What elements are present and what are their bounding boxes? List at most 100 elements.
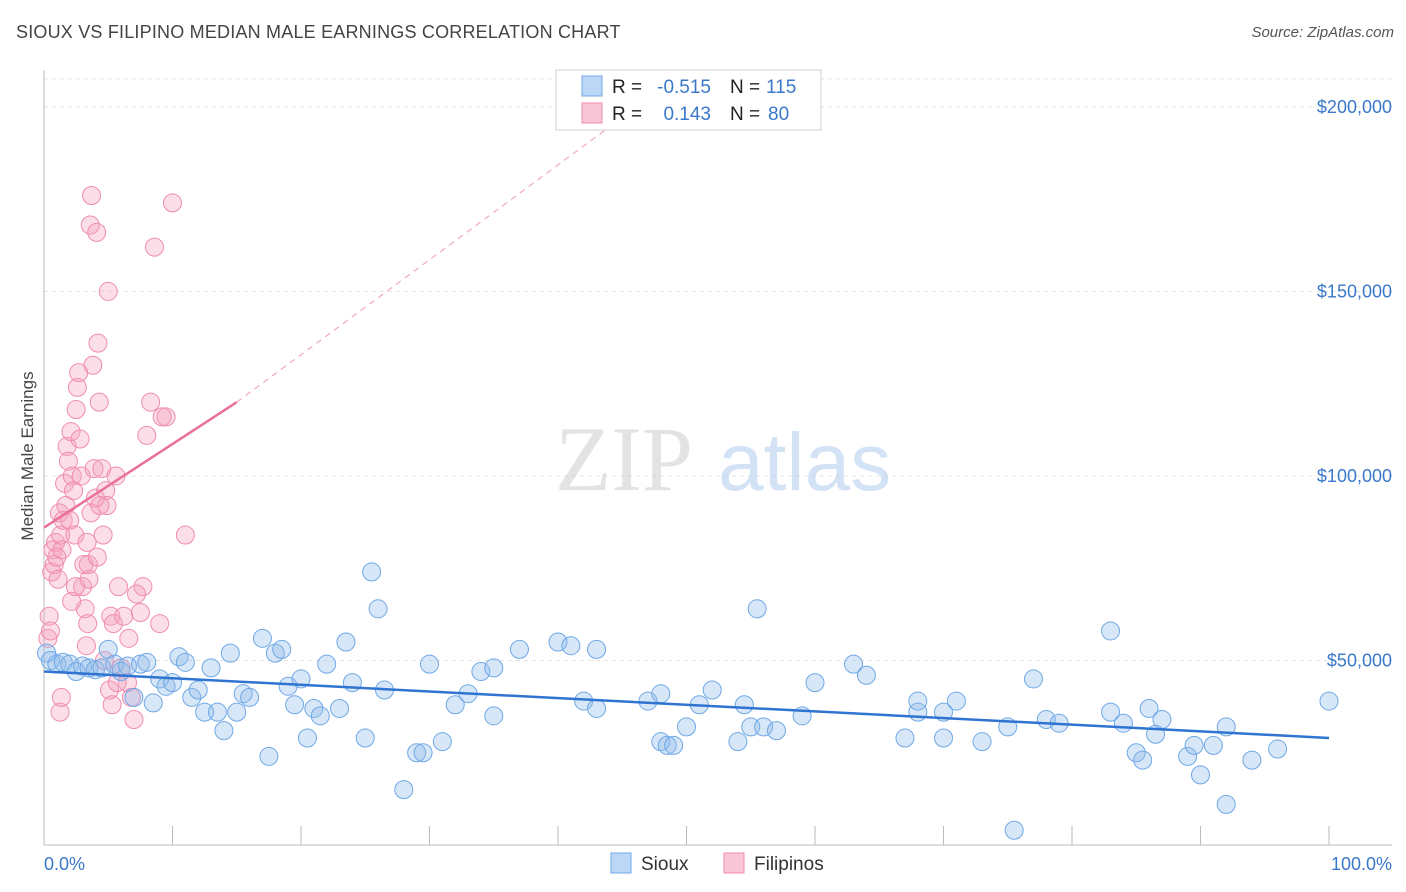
filipinos-point-78	[127, 584, 147, 604]
filipinos-point-42	[93, 525, 113, 545]
filipinos-point-44	[96, 481, 116, 501]
sioux-point-27	[207, 702, 227, 722]
sioux-points	[37, 562, 1339, 840]
sioux-point-20	[163, 673, 182, 693]
filipinos-point-35	[83, 355, 103, 375]
filipinos-point-23	[67, 377, 87, 397]
legend-n-value-filipinos: 80	[768, 104, 789, 125]
trend-lines	[43, 69, 1330, 740]
filipinos-point-52	[114, 606, 134, 626]
y-tick-labels: $50,000 $100,000 $150,000 $200,000	[1317, 97, 1392, 671]
watermark-atlas: atlas	[718, 417, 891, 508]
filipinos-point-64	[175, 525, 195, 545]
filipinos-point-1	[39, 606, 59, 626]
sioux-point-102	[1139, 698, 1159, 718]
sioux-point-108	[1203, 735, 1223, 755]
sioux-point-90	[946, 691, 966, 711]
filipinos-point-30	[76, 636, 96, 656]
sioux-point-110	[1216, 794, 1236, 814]
filipinos-point-74	[100, 680, 120, 700]
sioux-point-82	[805, 673, 825, 693]
sioux-trend-line	[43, 670, 1330, 740]
filipinos-point-21	[65, 525, 85, 545]
legend-r-label-sioux: R =	[612, 77, 642, 98]
sioux-point-85	[895, 728, 915, 748]
sioux-point-6	[73, 656, 93, 676]
filipinos-point-33	[80, 215, 100, 235]
sioux-point-94	[1023, 669, 1043, 689]
filipinos-point-31	[78, 614, 98, 634]
y-tick-label-1: $100,000	[1317, 466, 1392, 486]
sioux-point-62	[548, 632, 568, 652]
sioux-point-77	[747, 599, 767, 619]
sioux-point-44	[330, 698, 350, 718]
filipinos-point-22	[66, 400, 86, 420]
sioux-point-15	[130, 654, 150, 674]
filipinos-point-27	[73, 577, 93, 597]
legend-swatch-sioux	[581, 75, 603, 97]
filipinos-point-66	[51, 687, 71, 707]
sioux-point-53	[413, 743, 433, 763]
filipinos-point-61	[150, 614, 170, 634]
sioux-point-16	[137, 652, 157, 672]
sioux-point-113	[1319, 691, 1339, 711]
sioux-point-48	[362, 562, 382, 582]
gridlines	[44, 78, 1392, 661]
filipinos-point-46	[98, 281, 118, 301]
legend-n-label-sioux: N =	[730, 77, 760, 98]
sioux-point-105	[1178, 746, 1198, 766]
watermark-zip: ZIP	[555, 408, 693, 510]
sioux-point-107	[1191, 765, 1210, 785]
legend-n-label-filipinos: N =	[730, 104, 760, 125]
sioux-point-60	[484, 706, 504, 726]
x-tick-label-end: 100.0%	[1331, 854, 1392, 874]
sioux-point-33	[252, 628, 272, 648]
sioux-point-69	[651, 684, 671, 704]
filipinos-point-63	[163, 193, 182, 213]
sioux-point-17	[143, 693, 163, 713]
sioux-point-49	[368, 599, 388, 619]
sioux-point-71	[664, 735, 684, 755]
filipinos-point-16	[58, 451, 78, 471]
sioux-point-83	[844, 654, 864, 674]
sioux-point-58	[471, 662, 491, 682]
legend-r-label-filipinos: R =	[612, 104, 642, 125]
sioux-point-36	[272, 639, 292, 659]
filipinos-point-8	[48, 569, 68, 589]
sioux-point-76	[734, 695, 754, 715]
sioux-point-111	[1242, 750, 1262, 770]
x-tick-label-start: 0.0%	[44, 854, 85, 874]
bottom-legend-swatch-filipinos	[723, 852, 745, 874]
filipinos-point-34	[82, 185, 102, 205]
filipinos-point-72	[87, 547, 107, 567]
sioux-point-75	[728, 732, 748, 752]
sioux-point-106	[1184, 735, 1204, 755]
series-legend: Sioux Filipinos	[610, 852, 824, 875]
filipinos-point-36	[84, 459, 104, 479]
legend-r-value-sioux: -0.515	[657, 77, 711, 98]
filipinos-point-45	[97, 495, 117, 515]
filipinos-point-76	[107, 673, 127, 693]
legend-r-value-filipinos: 0.143	[663, 104, 711, 125]
sioux-point-35	[265, 643, 285, 663]
sioux-point-68	[651, 732, 671, 752]
sioux-point-74	[702, 680, 722, 700]
sioux-point-55	[432, 732, 452, 752]
filipinos-point-77	[119, 628, 139, 648]
sioux-point-97	[1101, 621, 1121, 641]
legend-n-value-sioux: 115	[766, 77, 796, 98]
sioux-point-79	[754, 717, 774, 737]
y-tick-label-3: $200,000	[1317, 97, 1392, 117]
sioux-point-14	[124, 687, 144, 707]
sioux-point-70	[657, 735, 677, 755]
filipinos-point-79	[152, 407, 172, 427]
correlation-legend: R = -0.515 N = 115 R = 0.143 N = 80	[555, 69, 822, 131]
sioux-point-9	[92, 658, 112, 678]
sioux-point-66	[587, 698, 607, 718]
y-axis-label: Median Male Earnings	[18, 371, 37, 540]
sioux-point-80	[766, 721, 786, 741]
sioux-point-21	[169, 647, 189, 667]
legend-swatch-filipinos	[581, 102, 603, 124]
y-tick-label-0: $50,000	[1327, 650, 1392, 670]
bottom-legend-filipinos: Filipinos	[754, 854, 824, 875]
